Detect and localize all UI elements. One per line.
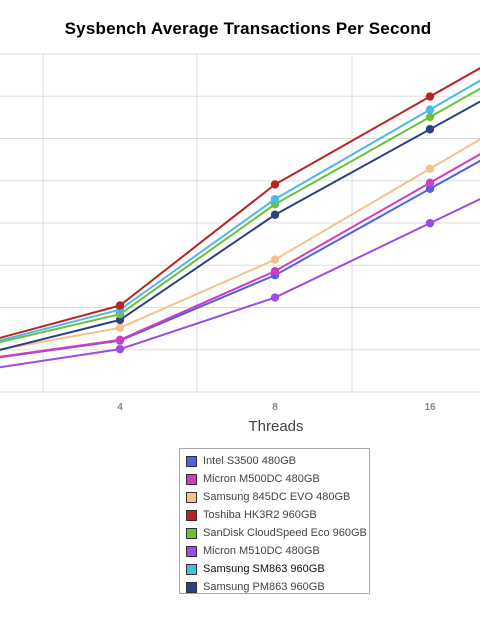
data-point — [425, 125, 435, 134]
series-path — [0, 79, 480, 342]
data-point — [425, 105, 435, 114]
legend-item[interactable]: Samsung PM863 960GB — [180, 578, 369, 596]
data-point — [425, 92, 435, 101]
series-path — [0, 138, 480, 351]
series-path — [0, 153, 480, 358]
series-line-1 — [0, 159, 480, 359]
legend-item[interactable]: Micron M500DC 480GB — [180, 470, 369, 488]
data-point — [425, 112, 435, 122]
data-point — [270, 194, 280, 204]
legend-item[interactable]: Micron M510DC 480GB — [180, 542, 369, 560]
x-axis-title: Threads — [248, 418, 304, 435]
legend-item[interactable]: Intel S3500 480GB — [180, 452, 369, 470]
series-line-3 — [0, 138, 480, 351]
series-line-4 — [0, 67, 480, 339]
chart-title: Sysbench Average Transactions Per Second — [64, 19, 432, 38]
series-line-2 — [0, 153, 480, 358]
legend-label: Samsung 845DC EVO 480GB — [203, 491, 351, 503]
legend-label: Samsung SM863 960GB — [203, 563, 325, 575]
data-point — [270, 210, 280, 219]
data-point — [115, 323, 125, 333]
legend-swatch — [186, 473, 197, 485]
x-tick-labels: 4 8 16 — [117, 402, 436, 413]
data-point — [425, 184, 435, 193]
data-point — [270, 255, 280, 264]
data-point — [425, 218, 435, 228]
data-point — [115, 301, 125, 310]
series-line-6 — [0, 198, 480, 369]
data-point — [270, 266, 280, 276]
legend-label: Toshiba HK3R2 960GB — [203, 509, 317, 521]
x-tick-label: 16 — [424, 402, 436, 413]
legend-swatch — [186, 509, 197, 521]
data-point — [115, 335, 125, 345]
series-line-7 — [0, 79, 480, 342]
legend-item[interactable]: Samsung SM863 960GB — [180, 560, 369, 578]
data-point — [425, 178, 435, 187]
x-tick-label: 8 — [272, 402, 278, 413]
series-group — [0, 67, 480, 369]
data-point — [270, 293, 280, 302]
legend-label: Intel S3500 480GB — [203, 455, 296, 467]
legend-label: Samsung PM863 960GB — [203, 581, 325, 593]
data-point — [115, 344, 125, 354]
data-point — [270, 180, 280, 189]
data-point — [425, 164, 435, 173]
legend-swatch — [186, 545, 197, 557]
legend-swatch — [186, 527, 197, 539]
legend-swatch — [186, 455, 197, 467]
legend-swatch — [186, 563, 197, 575]
series-path — [0, 198, 480, 369]
legend-item[interactable]: Toshiba HK3R2 960GB — [180, 506, 369, 524]
legend-item[interactable]: SanDisk CloudSpeed Eco 960GB — [180, 524, 369, 542]
legend-item[interactable]: Samsung 845DC EVO 480GB — [180, 488, 369, 506]
x-tick-label: 4 — [117, 402, 123, 413]
legend-label: Micron M500DC 480GB — [203, 473, 320, 485]
legend-swatch — [186, 491, 197, 503]
legend-label: Micron M510DC 480GB — [203, 545, 320, 557]
legend: Intel S3500 480GB Micron M500DC 480GB Sams… — [179, 448, 370, 594]
legend-swatch — [186, 581, 197, 593]
legend-label: SanDisk CloudSpeed Eco 960GB — [203, 527, 367, 539]
series-path — [0, 159, 480, 359]
grid-lines — [0, 53, 480, 393]
